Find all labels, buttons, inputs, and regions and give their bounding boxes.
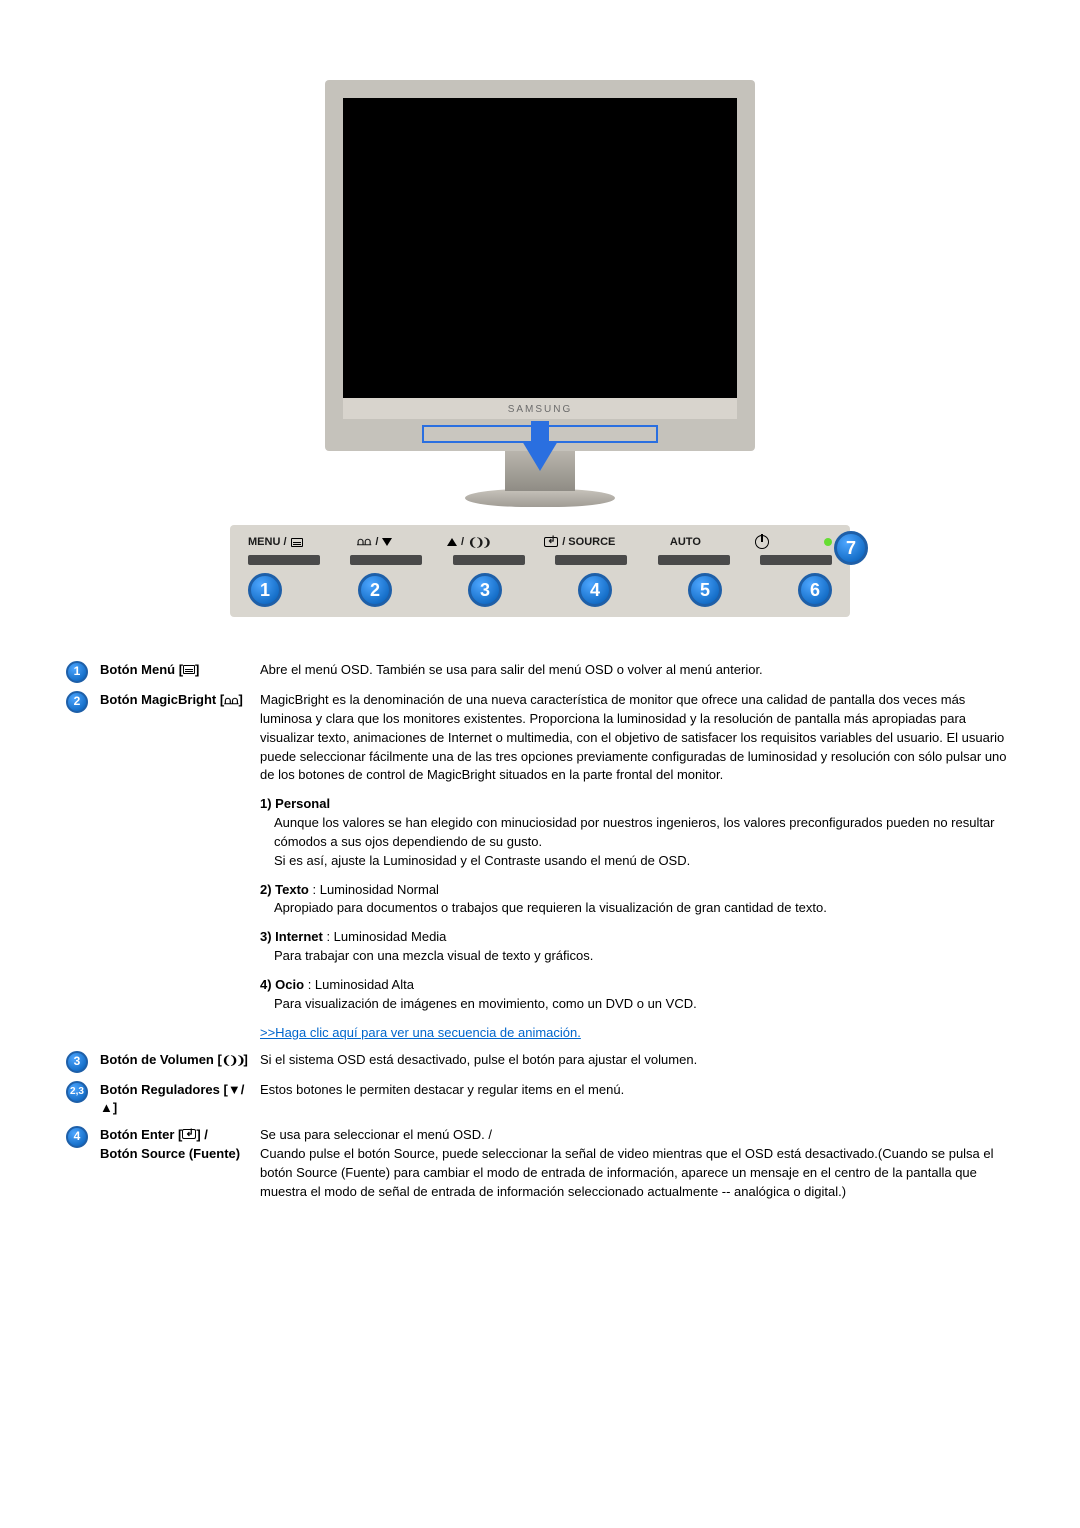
panel-key: [760, 555, 832, 565]
callout-6: 6: [798, 573, 832, 607]
magicbright-icon: ⩍⩍: [357, 536, 371, 549]
desc-reguladores: Estos botones le permiten destacar y reg…: [254, 1077, 1020, 1123]
panel-label-auto: AUTO: [670, 536, 701, 548]
power-icon: [755, 535, 769, 549]
led-icon: [824, 538, 832, 546]
panel-number-row: 1 2 3 4 5 6: [242, 565, 838, 607]
panel-key: [350, 555, 422, 565]
enter-icon: [544, 537, 558, 547]
monitor-base: [465, 489, 615, 507]
desc-enter-source: Se usa para seleccionar el menú OSD. / C…: [254, 1122, 1020, 1205]
callout-7: 7: [834, 531, 868, 565]
badge-3: 3: [66, 1051, 88, 1073]
panel-keys-row: [242, 555, 838, 565]
label-reguladores: Botón Reguladores [▼/▲]: [94, 1077, 254, 1123]
volume-icon: ❨❩❩: [222, 1055, 244, 1067]
label-menu: Botón Menú []: [94, 657, 254, 687]
panel-label-volume: / ❨❩❩: [447, 536, 490, 549]
panel-label-source: / SOURCE: [544, 536, 615, 548]
sub-internet: 3) Internet : Luminosidad Media Para tra…: [260, 928, 1014, 966]
panel-key: [658, 555, 730, 565]
monitor-illustration: SAMSUNG MENU / ⩍⩍ /: [60, 80, 1020, 617]
menu-icon: [183, 665, 195, 674]
row-magicbright: 2 Botón MagicBright [⩍⩍] MagicBright es …: [60, 687, 1020, 1047]
label-volume: Botón de Volumen [❨❩❩]: [94, 1047, 254, 1077]
panel-label-power: [755, 535, 769, 549]
magicbright-icon: ⩍⩍: [224, 695, 238, 707]
volume-icon: ❨❩❩: [468, 536, 490, 549]
desc-menu: Abre el menú OSD. También se usa para sa…: [254, 657, 1020, 687]
badge-2-3: 2,3: [66, 1081, 88, 1103]
panel-label-magicbright: ⩍⩍ /: [357, 536, 392, 549]
animation-link[interactable]: >>Haga clic aquí para ver una secuencia …: [260, 1025, 581, 1040]
callout-3: 3: [468, 573, 502, 607]
row-reguladores: 2,3 Botón Reguladores [▼/▲] Estos botone…: [60, 1077, 1020, 1123]
row-volume: 3 Botón de Volumen [❨❩❩] Si el sistema O…: [60, 1047, 1020, 1077]
panel-key: [248, 555, 320, 565]
triangle-down-icon: [382, 538, 392, 546]
sub-personal: 1) Personal Aunque los valores se han el…: [260, 795, 1014, 870]
callout-5: 5: [688, 573, 722, 607]
panel-key: [555, 555, 627, 565]
desc-magicbright: MagicBright es la denominación de una nu…: [254, 687, 1020, 1047]
desc-volume: Si el sistema OSD está desactivado, puls…: [254, 1047, 1020, 1077]
arrow-down-icon: [531, 421, 549, 443]
badge-2: 2: [66, 691, 88, 713]
label-magicbright: Botón MagicBright [⩍⩍]: [94, 687, 254, 1047]
callout-2: 2: [358, 573, 392, 607]
monitor-stand: [505, 451, 575, 491]
enter-icon: [182, 1129, 196, 1139]
panel-key: [453, 555, 525, 565]
callout-1: 1: [248, 573, 282, 607]
monitor-bezel: SAMSUNG: [325, 80, 755, 451]
sub-texto: 2) Texto : Luminosidad Normal Apropiado …: [260, 881, 1014, 919]
triangle-up-icon: [447, 538, 457, 546]
panel-led: [824, 538, 832, 546]
menu-icon: [291, 538, 303, 547]
monitor-brand-label: SAMSUNG: [343, 398, 737, 419]
label-enter-source: Botón Enter [] / Botón Source (Fuente): [94, 1122, 254, 1205]
callout-4: 4: [578, 573, 612, 607]
panel-label-menu: MENU /: [248, 536, 303, 548]
row-enter-source: 4 Botón Enter [] / Botón Source (Fuente)…: [60, 1122, 1020, 1205]
sub-ocio: 4) Ocio : Luminosidad Alta Para visualiz…: [260, 976, 1014, 1014]
badge-1: 1: [66, 661, 88, 683]
front-panel-strip: MENU / ⩍⩍ / / ❨❩❩ / SOURCE AUTO: [230, 525, 850, 617]
arrow-down-icon: [522, 441, 558, 471]
description-table: 1 Botón Menú [] Abre el menú OSD. Tambié…: [60, 657, 1020, 1206]
monitor-screen: [343, 98, 737, 398]
badge-4: 4: [66, 1126, 88, 1148]
row-menu: 1 Botón Menú [] Abre el menú OSD. Tambié…: [60, 657, 1020, 687]
